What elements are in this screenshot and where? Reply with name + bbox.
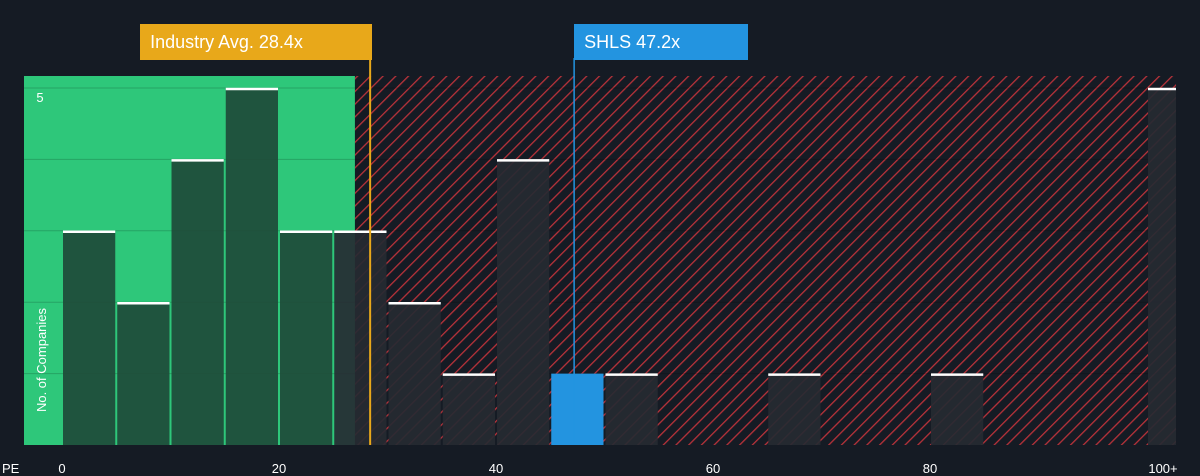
histogram-bar: [442, 373, 495, 445]
x-axis-title: PE: [2, 461, 20, 476]
x-tick-label: 60: [706, 461, 720, 476]
x-axis-ticks: 0 20 40 60 80 100+: [58, 461, 1177, 476]
histogram-bar: [931, 373, 984, 445]
histogram-bar: [63, 230, 116, 445]
bars: [63, 87, 1176, 445]
histogram-bar: [225, 88, 278, 445]
histogram-bar: [280, 230, 333, 445]
x-tick-label: 100+: [1148, 461, 1177, 476]
histogram-bar: [334, 230, 387, 445]
histogram-bar: [768, 373, 821, 445]
y-axis-ticks: 5: [36, 90, 43, 105]
industry-avg-callout: Industry Avg. 28.4x: [140, 24, 373, 60]
histogram-bar: [605, 373, 658, 445]
histogram-bar: [497, 159, 550, 445]
histogram-bar: [551, 373, 604, 445]
x-tick-label: 0: [58, 461, 65, 476]
histogram-bar: [1148, 88, 1176, 445]
y-axis-title: No. of Companies: [34, 307, 49, 412]
company-pe-callout: SHLS 47.2x: [574, 24, 749, 60]
x-tick-label: 40: [489, 461, 503, 476]
histogram-bar: [388, 302, 441, 445]
histogram-bar: [171, 159, 224, 445]
y-tick-label: 5: [36, 90, 43, 105]
histogram-bar: [117, 302, 170, 445]
x-tick-label: 80: [923, 461, 937, 476]
x-tick-label: 20: [272, 461, 286, 476]
